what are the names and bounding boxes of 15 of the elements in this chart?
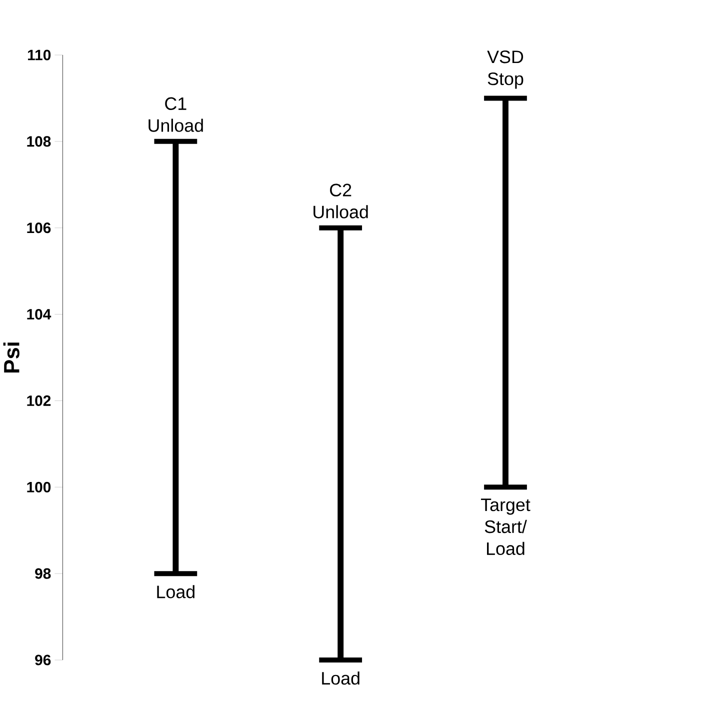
annotation: C2 Unload (314, 184, 368, 218)
annotation: Target Start/ Load (481, 498, 530, 555)
annotation: C1 Unload (148, 97, 204, 132)
y-tick-label: 102 (27, 395, 51, 406)
y-tick-label: 106 (27, 222, 51, 234)
y-tick-label: 104 (27, 308, 52, 320)
y-tick-label: 110 (28, 50, 51, 60)
y-tick-label: 108 (27, 136, 51, 147)
y-axis-title: Psi (3, 342, 20, 372)
annotation: Load (157, 585, 195, 598)
annotation: Load (322, 672, 360, 685)
y-tick-label: 100 (27, 482, 51, 492)
annotation: VSD Stop (487, 50, 524, 89)
y-tick-label: 96 (35, 654, 51, 666)
y-tick-label: 98 (35, 568, 51, 579)
